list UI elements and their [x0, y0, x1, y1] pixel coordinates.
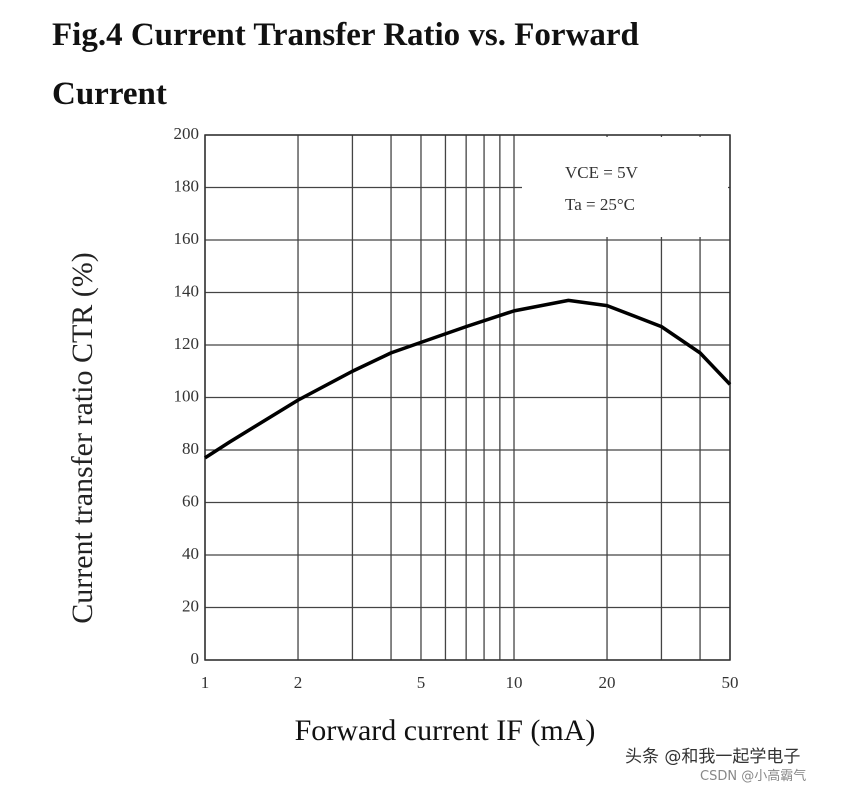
annotation: Ta = 25°C	[565, 195, 635, 214]
x-axis-label: Forward current IF (mA)	[295, 714, 596, 747]
watermark: 头条 @和我一起学电子	[625, 747, 800, 767]
annotation-box	[522, 137, 728, 237]
y-tick-label: 140	[174, 281, 200, 300]
line	[204, 298, 732, 460]
y-tick-label: 100	[174, 386, 200, 405]
y-tick-label: 160	[174, 229, 200, 248]
y-axis-label: Current transfer ratio CTR (%)	[66, 252, 99, 624]
chart-title: Fig.4 Current Transfer Ratio vs. Forward	[52, 17, 639, 53]
x-tick-label: 5	[417, 673, 426, 692]
annotation: VCE = 5V	[565, 163, 639, 182]
y-tick-label: 180	[174, 176, 200, 195]
x-tick-label: 10	[506, 673, 523, 692]
chart-title: Current	[52, 76, 167, 112]
plot-frame	[204, 134, 731, 661]
x-tick-label: 20	[599, 673, 616, 692]
y-tick-label: 60	[182, 491, 199, 510]
x-tick-label: 50	[722, 673, 739, 692]
y-tick-label: 20	[182, 596, 199, 615]
y-tick-label: 80	[182, 439, 199, 458]
x-tick-label: 2	[294, 673, 303, 692]
y-tick-label: 200	[174, 124, 200, 143]
x-tick-label: 1	[201, 673, 210, 692]
y-tick-label: 120	[174, 334, 200, 353]
watermark: CSDN @小高霸气	[700, 768, 806, 784]
y-tick-label: 40	[182, 544, 199, 563]
y-tick-label: 0	[191, 649, 200, 668]
